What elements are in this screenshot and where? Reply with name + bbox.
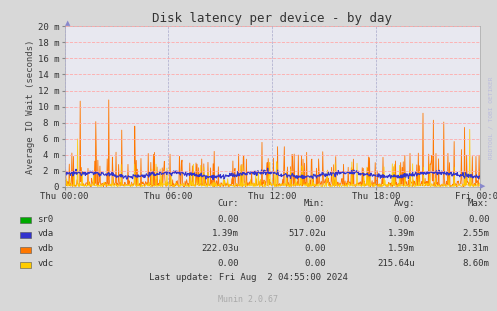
Text: vdc: vdc — [37, 259, 53, 268]
Text: 0.00: 0.00 — [217, 215, 239, 224]
Text: 0.00: 0.00 — [394, 215, 415, 224]
Text: sr0: sr0 — [37, 215, 53, 224]
Text: ▲: ▲ — [65, 21, 70, 26]
Text: 215.64u: 215.64u — [377, 259, 415, 268]
Text: vdb: vdb — [37, 244, 53, 253]
Text: 0.00: 0.00 — [304, 215, 326, 224]
Text: Cur:: Cur: — [217, 199, 239, 208]
Text: vda: vda — [37, 230, 53, 238]
Text: Max:: Max: — [468, 199, 490, 208]
Text: 0.00: 0.00 — [468, 215, 490, 224]
Text: 1.39m: 1.39m — [388, 230, 415, 238]
Text: 8.60m: 8.60m — [463, 259, 490, 268]
Text: 1.59m: 1.59m — [388, 244, 415, 253]
Title: Disk latency per device - by day: Disk latency per device - by day — [152, 12, 392, 25]
Text: ▶: ▶ — [480, 183, 485, 190]
Text: 0.00: 0.00 — [304, 244, 326, 253]
Text: 10.31m: 10.31m — [457, 244, 490, 253]
Text: Munin 2.0.67: Munin 2.0.67 — [219, 295, 278, 304]
Text: Avg:: Avg: — [394, 199, 415, 208]
Text: 1.39m: 1.39m — [212, 230, 239, 238]
Text: 222.03u: 222.03u — [201, 244, 239, 253]
Text: RRDTOOL / TOBI OETIKER: RRDTOOL / TOBI OETIKER — [489, 77, 494, 160]
Text: Last update: Fri Aug  2 04:55:00 2024: Last update: Fri Aug 2 04:55:00 2024 — [149, 273, 348, 282]
Y-axis label: Average IO Wait (seconds): Average IO Wait (seconds) — [26, 39, 35, 174]
Text: 0.00: 0.00 — [304, 259, 326, 268]
Text: 0.00: 0.00 — [217, 259, 239, 268]
Text: 2.55m: 2.55m — [463, 230, 490, 238]
Text: 517.02u: 517.02u — [288, 230, 326, 238]
Text: Min:: Min: — [304, 199, 326, 208]
